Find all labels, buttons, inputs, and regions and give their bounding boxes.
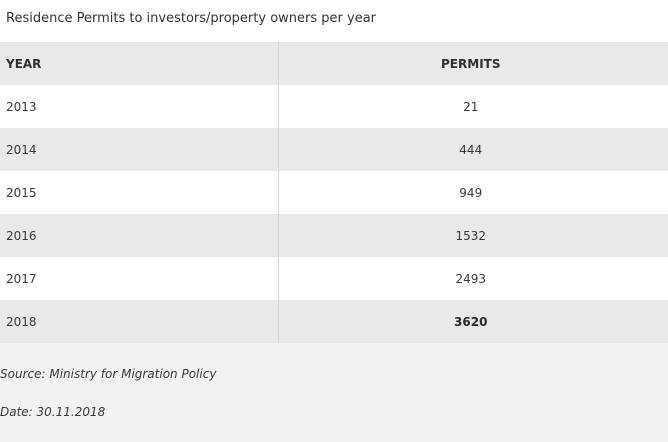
year-cell: 2013 bbox=[0, 85, 279, 128]
permits-cell: 1532 bbox=[278, 214, 668, 257]
year-cell: 2018 bbox=[0, 300, 279, 343]
source-note: Source: Ministry for Migration Policy bbox=[0, 367, 217, 381]
title-bar: Residence Permits to investors/property … bbox=[0, 0, 668, 42]
year-cell: 2014 bbox=[0, 128, 279, 171]
column-header-year: YEAR bbox=[0, 42, 279, 85]
table-row: 2018 3620 bbox=[0, 300, 668, 343]
permits-cell: 2493 bbox=[278, 257, 668, 300]
table-row: 2014 444 bbox=[0, 128, 668, 171]
table-row: 2013 21 bbox=[0, 85, 668, 128]
permits-cell: 949 bbox=[278, 171, 668, 214]
table-row: 2016 1532 bbox=[0, 214, 668, 257]
table-title: Residence Permits to investors/property … bbox=[6, 11, 376, 26]
column-header-permits: PERMITS bbox=[278, 42, 668, 85]
permits-cell: 444 bbox=[278, 128, 668, 171]
permits-cell: 21 bbox=[278, 85, 668, 128]
table-row: 2015 949 bbox=[0, 171, 668, 214]
table-row: 2017 2493 bbox=[0, 257, 668, 300]
date-note: Date: 30.11.2018 bbox=[0, 405, 106, 419]
year-cell: 2016 bbox=[0, 214, 279, 257]
year-cell: 2017 bbox=[0, 257, 279, 300]
year-cell: 2015 bbox=[0, 171, 279, 214]
permits-table: YEAR PERMITS 2013 21 2014 444 2015 949 2… bbox=[0, 42, 668, 343]
permits-cell: 3620 bbox=[278, 300, 668, 343]
table-header-row: YEAR PERMITS bbox=[0, 42, 668, 85]
